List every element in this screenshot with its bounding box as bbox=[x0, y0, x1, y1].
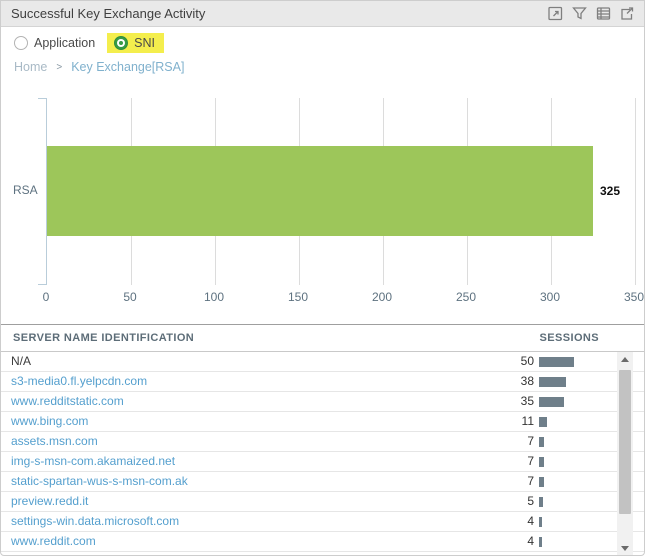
scroll-down-button[interactable] bbox=[617, 541, 633, 555]
sni-table: SERVER NAME IDENTIFICATION SESSIONS N/A … bbox=[1, 324, 644, 555]
bar-value-label: 325 bbox=[600, 184, 621, 198]
export-icon[interactable] bbox=[619, 5, 636, 22]
radio-dot bbox=[119, 41, 124, 45]
table-row: www.redditstatic.com 35 bbox=[1, 392, 644, 412]
maximize-icon[interactable] bbox=[547, 5, 564, 22]
table-scrollbar[interactable] bbox=[617, 352, 633, 555]
server-name-cell[interactable]: www.bing.com bbox=[11, 414, 89, 428]
sessions-count: 4 bbox=[527, 534, 534, 548]
sessions-count: 7 bbox=[527, 454, 534, 468]
x-axis-tick-label: 350 bbox=[623, 290, 645, 304]
sessions-bar-wrap bbox=[534, 396, 564, 407]
sessions-bar-wrap bbox=[534, 436, 544, 447]
scrollbar-thumb[interactable] bbox=[619, 370, 631, 514]
breadcrumb: Home > Key Exchange[RSA] bbox=[14, 60, 184, 74]
titlebar-icons bbox=[547, 5, 636, 22]
breadcrumb-separator: > bbox=[56, 61, 63, 73]
server-name-cell[interactable]: settings-win.data.microsoft.com bbox=[11, 514, 180, 528]
sessions-bar bbox=[539, 536, 542, 547]
sessions-bar-wrap bbox=[534, 496, 543, 507]
sessions-count: 35 bbox=[520, 394, 534, 408]
sessions-count: 38 bbox=[520, 374, 534, 388]
server-name-cell[interactable]: img-s-msn-com.akamaized.net bbox=[11, 454, 176, 468]
column-header-sessions: SESSIONS bbox=[539, 332, 599, 344]
sessions-bar bbox=[539, 516, 542, 527]
scroll-up-button[interactable] bbox=[617, 352, 633, 367]
table-row: www.bing.com 11 bbox=[1, 412, 644, 432]
x-axis-tick-label: 50 bbox=[123, 290, 137, 304]
server-name-cell[interactable]: www.reddit.com bbox=[11, 534, 96, 548]
table-view-icon[interactable] bbox=[595, 5, 612, 22]
y-axis-category-label: RSA bbox=[13, 183, 38, 197]
sessions-bar bbox=[539, 476, 544, 487]
table-row: assets.msn.com 7 bbox=[1, 432, 644, 452]
rsa-bar[interactable] bbox=[47, 146, 593, 236]
sessions-bar bbox=[539, 356, 574, 367]
sessions-bar-wrap bbox=[534, 476, 544, 487]
sessions-bar-wrap bbox=[534, 456, 544, 467]
sessions-count: 5 bbox=[527, 494, 534, 508]
sessions-count: 4 bbox=[527, 514, 534, 528]
table-row: static-spartan-wus-s-msn-com.ak 7 bbox=[1, 472, 644, 492]
radio-sni-label: SNI bbox=[134, 36, 155, 50]
table-row: img-s-msn-com.akamaized.net 7 bbox=[1, 452, 644, 472]
sessions-bar-wrap bbox=[534, 516, 542, 527]
view-mode-radio-group: Application SNI bbox=[14, 32, 164, 54]
table-row: www.reddit.com 4 bbox=[1, 532, 644, 552]
x-axis-tick-label: 0 bbox=[42, 290, 50, 304]
server-name-cell[interactable]: preview.redd.it bbox=[11, 494, 89, 508]
sessions-bar-wrap bbox=[534, 356, 574, 367]
radio-application-label: Application bbox=[34, 36, 96, 50]
radio-sni[interactable]: SNI bbox=[107, 33, 164, 53]
table-row: s3-media0.fl.yelpcdn.com 38 bbox=[1, 372, 644, 392]
x-axis-tick-label: 200 bbox=[371, 290, 393, 304]
x-axis-tick-label: 300 bbox=[539, 290, 561, 304]
table-row: preview.redd.it 5 bbox=[1, 492, 644, 512]
sessions-bar bbox=[539, 396, 564, 407]
sessions-bar-wrap bbox=[534, 536, 542, 547]
x-axis-tick-label: 250 bbox=[455, 290, 477, 304]
server-name-cell[interactable]: assets.msn.com bbox=[11, 434, 98, 448]
table-row: settings-win.data.microsoft.com 4 bbox=[1, 512, 644, 532]
radio-application-circle[interactable] bbox=[14, 36, 28, 50]
server-name-cell: N/A bbox=[11, 354, 32, 368]
server-name-cell[interactable]: s3-media0.fl.yelpcdn.com bbox=[11, 374, 148, 388]
x-axis-tick-label: 150 bbox=[287, 290, 309, 304]
x-axis: 0 50 100 150 200 250 300 350 bbox=[42, 290, 644, 304]
radio-ring bbox=[117, 39, 126, 47]
sessions-count: 50 bbox=[520, 354, 534, 368]
gridline bbox=[635, 98, 636, 285]
breadcrumb-home[interactable]: Home bbox=[14, 60, 48, 74]
sessions-bar-wrap bbox=[534, 416, 547, 427]
sessions-count: 7 bbox=[527, 474, 534, 488]
sessions-bar bbox=[539, 416, 547, 427]
sessions-bar bbox=[539, 376, 566, 387]
server-name-cell[interactable]: www.redditstatic.com bbox=[11, 394, 124, 408]
sessions-count: 7 bbox=[527, 434, 534, 448]
sessions-bar-wrap bbox=[534, 376, 566, 387]
sessions-bar bbox=[539, 496, 543, 507]
arrow-up-icon bbox=[621, 357, 629, 362]
plot-area: 325 bbox=[38, 98, 636, 285]
table-header: SERVER NAME IDENTIFICATION SESSIONS bbox=[1, 325, 644, 352]
server-name-cell[interactable]: static-spartan-wus-s-msn-com.ak bbox=[11, 474, 188, 488]
breadcrumb-current[interactable]: Key Exchange[RSA] bbox=[71, 60, 185, 74]
widget-title: Successful Key Exchange Activity bbox=[11, 6, 206, 21]
sessions-count: 11 bbox=[521, 414, 534, 428]
sessions-bar bbox=[539, 436, 544, 447]
filter-icon[interactable] bbox=[571, 5, 588, 22]
column-header-server-name: SERVER NAME IDENTIFICATION bbox=[13, 332, 195, 344]
radio-sni-circle[interactable] bbox=[114, 36, 129, 50]
widget-titlebar: Successful Key Exchange Activity bbox=[1, 1, 644, 27]
radio-application[interactable]: Application bbox=[14, 36, 95, 50]
arrow-down-icon bbox=[621, 546, 629, 551]
table-body: N/A 50 s3-media0.fl.yelpcdn.com 38 www.r… bbox=[1, 352, 644, 552]
sessions-bar bbox=[539, 456, 544, 467]
table-row: N/A 50 bbox=[1, 352, 644, 372]
x-axis-tick-label: 100 bbox=[203, 290, 225, 304]
